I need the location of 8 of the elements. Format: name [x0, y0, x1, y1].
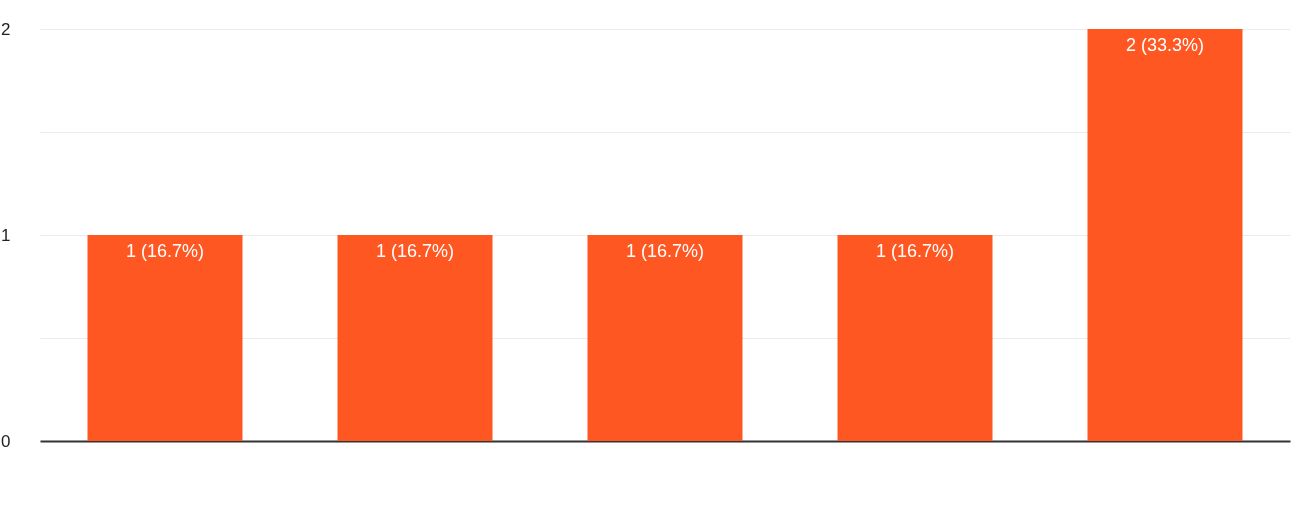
data-label: 2 (33.3%) — [1125, 35, 1205, 55]
y-tick-label: 1 — [1, 225, 11, 245]
data-label: 1 (16.7%) — [125, 241, 205, 261]
data-label: 1 (16.7%) — [625, 241, 705, 261]
y-tick-label: 2 — [1, 19, 11, 39]
y-tick-label: 0 — [1, 431, 11, 451]
data-label: 1 (16.7%) — [875, 241, 955, 261]
data-label: 1 (16.7%) — [375, 241, 455, 261]
